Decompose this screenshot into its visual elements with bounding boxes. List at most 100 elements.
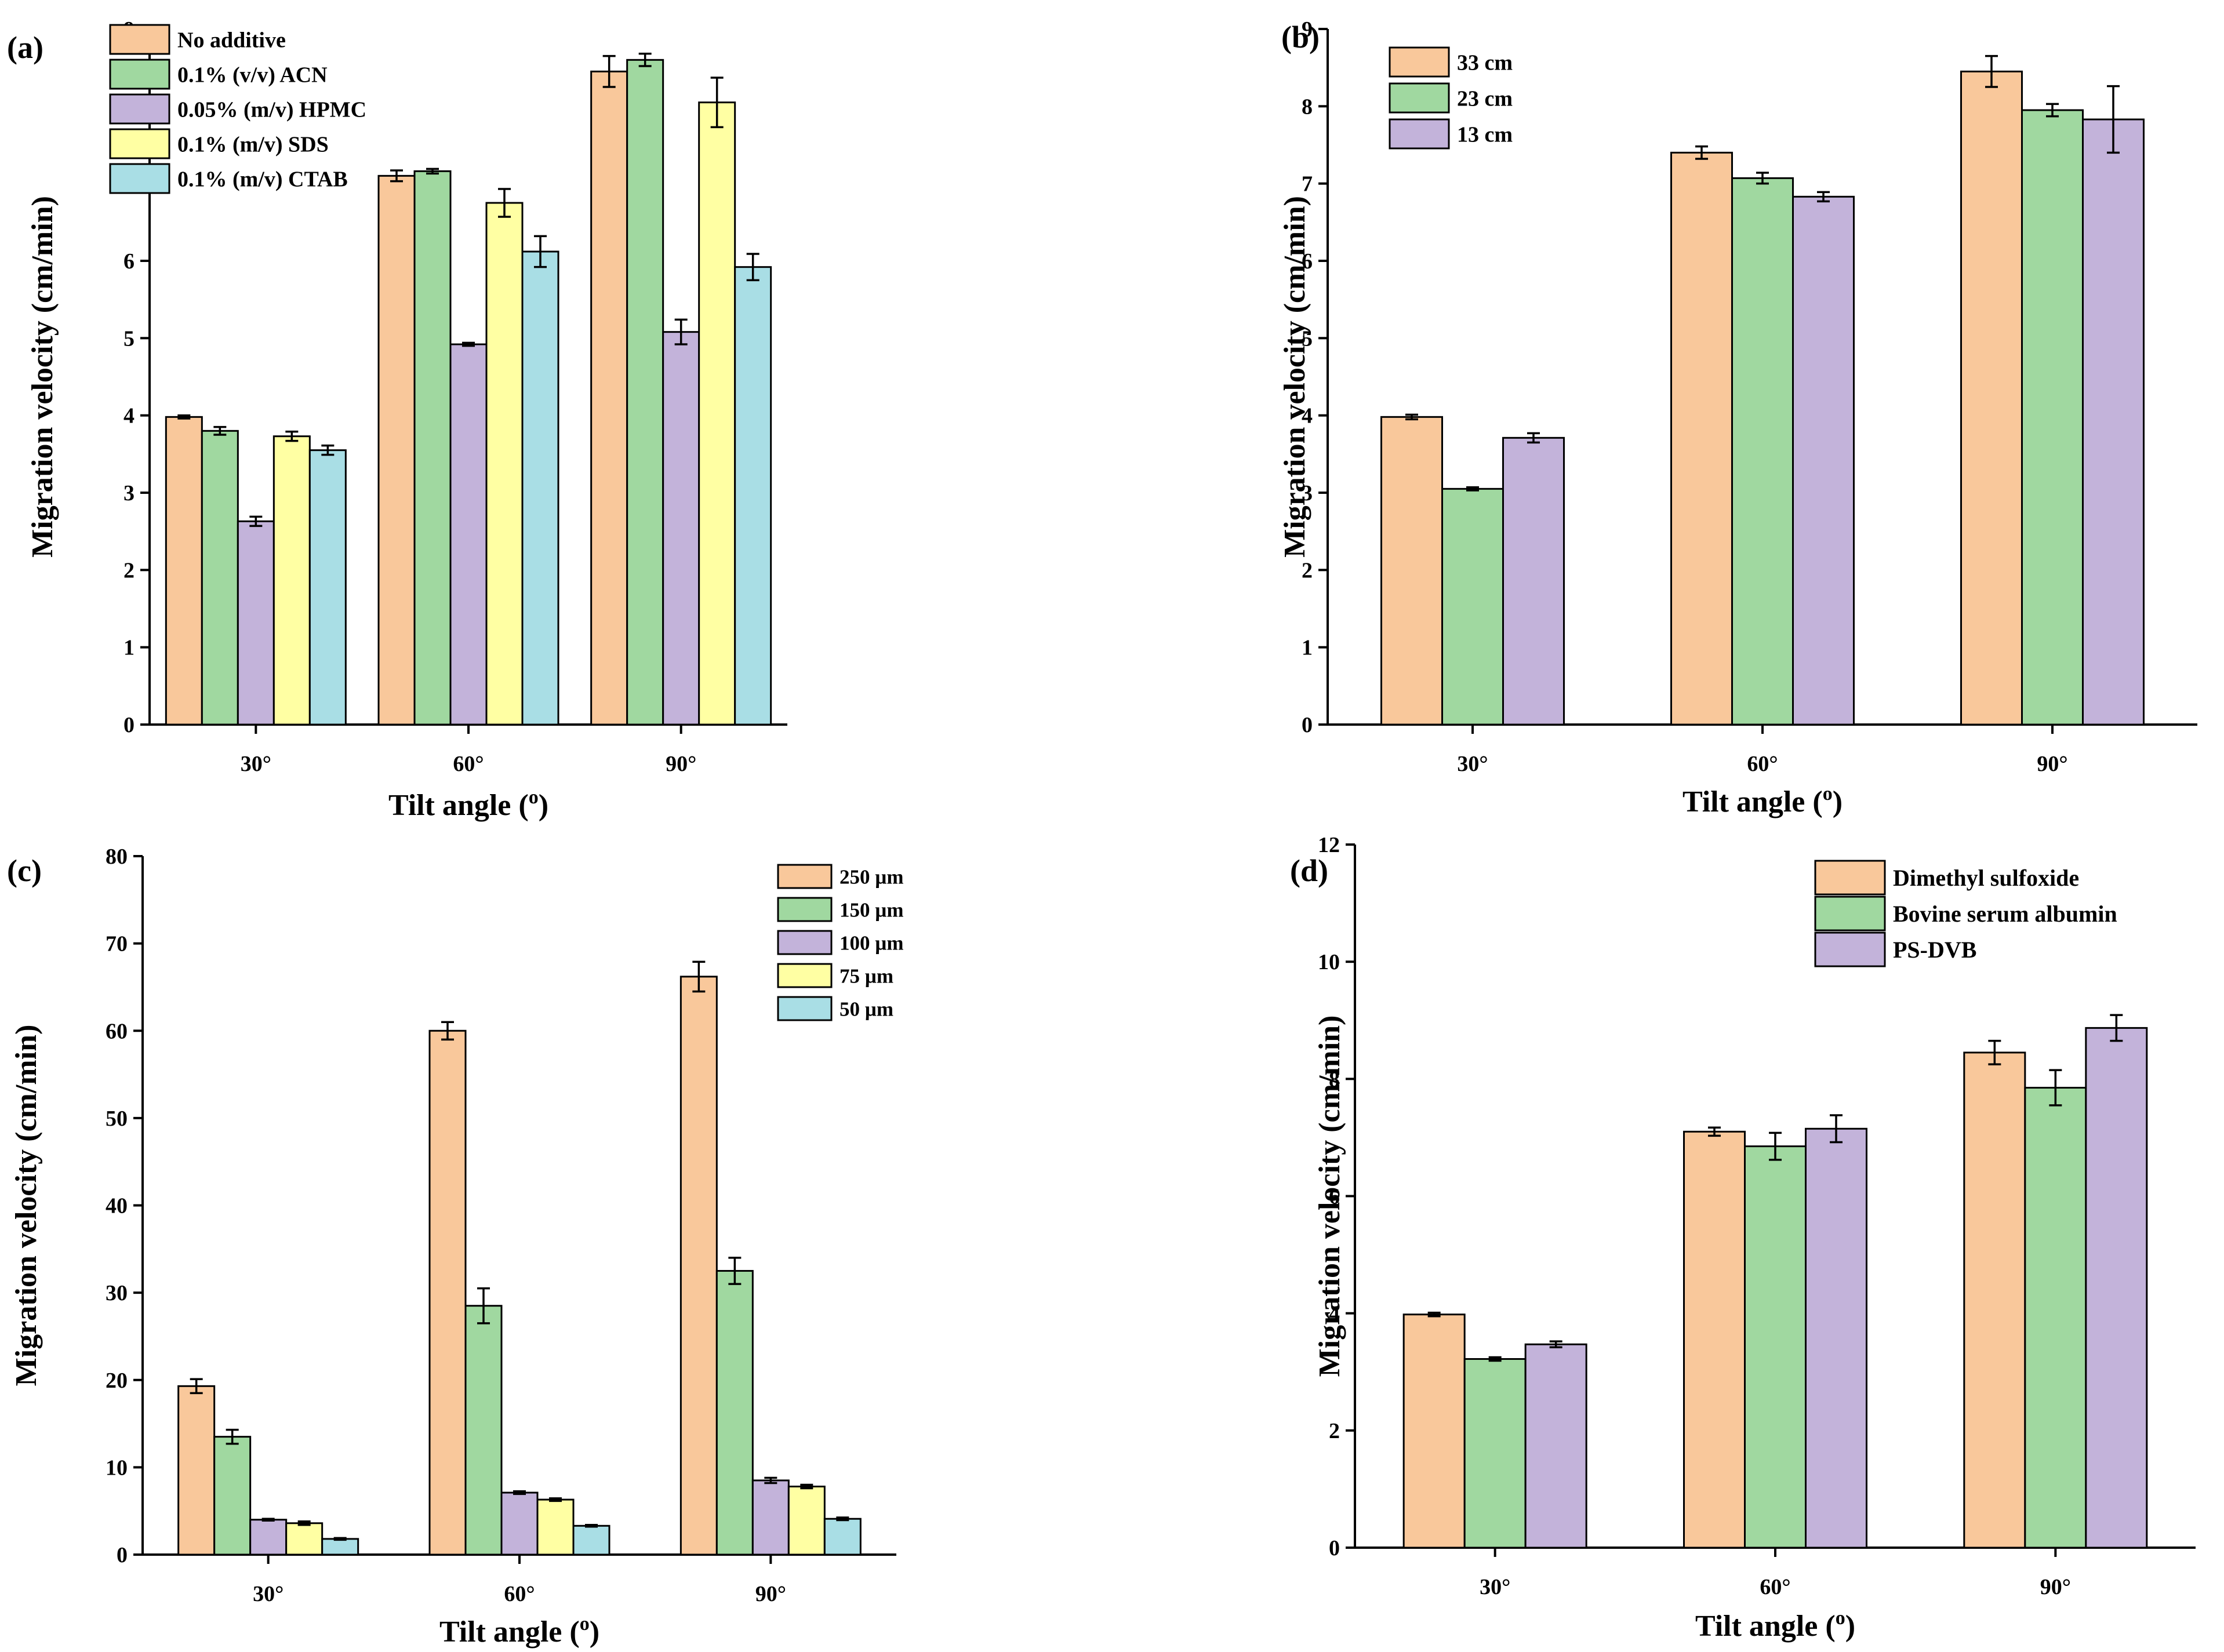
bar <box>1792 195 1855 726</box>
y-tick-label: 12 <box>1318 833 1340 857</box>
bar <box>1524 1343 1587 1549</box>
legend-swatch <box>1389 82 1450 114</box>
x-axis-title-main: Tilt angle ( <box>1695 1610 1836 1643</box>
bar <box>485 202 524 726</box>
legend-swatch <box>777 996 833 1021</box>
bar <box>1963 1051 2026 1549</box>
bar <box>536 1498 575 1556</box>
legend-swatch <box>777 963 833 988</box>
y-tick-label: 3 <box>123 481 135 505</box>
bar <box>413 170 452 726</box>
panel-d: (d) 0 2 4 6 8 10 12 30° 60° 90° Migration velocity … <box>1290 833 2196 1643</box>
y-tick-label: 7 <box>1302 172 1313 197</box>
legend-label: PS-DVB <box>1893 937 1976 963</box>
bar <box>285 1522 324 1556</box>
legend-swatch <box>109 59 170 90</box>
x-axis-title-close: ) <box>1833 785 1843 818</box>
bar <box>662 331 700 726</box>
y-tick-label: 2 <box>123 558 135 583</box>
bar <box>1670 151 1733 726</box>
x-axis-title-main: Tilt angle ( <box>388 789 529 822</box>
bar <box>249 1519 288 1556</box>
x-tick-label: 30° <box>241 752 271 776</box>
bar <box>590 70 628 726</box>
bar <box>1683 1130 1746 1549</box>
legend-label: Bovine serum albumin <box>1893 901 2117 927</box>
y-tick-label: 0 <box>1302 713 1313 737</box>
y-tick-label: 40 <box>106 1194 128 1218</box>
y-tick-label: 6 <box>1302 249 1313 274</box>
x-tick-label: 90° <box>666 752 696 776</box>
bar <box>377 174 416 726</box>
x-tick-label: 60° <box>453 752 484 776</box>
bar <box>1960 70 2023 726</box>
legend-label: 0.1% (m/v) SDS <box>177 132 329 157</box>
x-axis-title: Tilt angle (o) <box>388 787 548 822</box>
bar <box>321 1538 359 1556</box>
panel-c: (c) 0 10 20 30 40 50 60 70 80 30° 60° 90° Migration v… <box>7 845 904 1649</box>
x-tick-label: 30° <box>1457 752 1488 776</box>
bar <box>734 266 772 726</box>
y-tick-label: 50 <box>106 1107 128 1131</box>
y-tick-label: 5 <box>123 326 135 351</box>
x-axis-title-main: Tilt angle ( <box>1682 785 1823 818</box>
bar <box>715 1269 754 1556</box>
bar <box>1731 177 1794 726</box>
y-tick-label: 0 <box>123 713 135 737</box>
x-axis-title-main: Tilt angle ( <box>439 1615 580 1649</box>
y-tick-label: 3 <box>1302 481 1313 505</box>
x-tick-label: 60° <box>1760 1575 1790 1599</box>
bar <box>177 1385 216 1556</box>
y-tick-label: 10 <box>1318 950 1340 974</box>
y-tick-label: 4 <box>123 404 135 428</box>
bar <box>1502 436 1565 726</box>
bar <box>1380 416 1443 726</box>
bar <box>1441 487 1504 726</box>
bar <box>165 416 203 726</box>
bar <box>521 250 559 726</box>
bar <box>464 1305 503 1556</box>
x-axis-title: Tilt angle (o) <box>1682 783 1843 818</box>
legend-label: 150 µm <box>840 898 904 921</box>
bar <box>201 430 239 726</box>
legend-label: 0.1% (m/v) CTAB <box>177 167 348 191</box>
bar <box>2082 118 2145 726</box>
x-tick-label: 90° <box>755 1582 786 1606</box>
y-tick-label: 6 <box>1329 1185 1340 1209</box>
y-tick-label: 2 <box>1302 558 1313 583</box>
legend-swatch <box>1814 931 1886 967</box>
legend-swatch <box>1389 46 1450 78</box>
bar <box>698 101 736 726</box>
y-axis-title: Migration velocity (cm/min) <box>1278 196 1311 558</box>
x-axis-title: Tilt angle (o) <box>439 1613 599 1649</box>
x-axis-title-close: ) <box>1845 1610 1855 1643</box>
legend-label: 33 cm <box>1457 50 1513 75</box>
panel-b: (b) 0 1 2 3 4 5 6 7 8 9 30° 60° 90° Migration velocity… <box>1278 17 2197 818</box>
legend-label: 75 µm <box>840 965 893 987</box>
bar <box>1805 1127 1867 1549</box>
bar <box>679 976 718 1556</box>
bar <box>751 1479 790 1556</box>
y-tick-label: 8 <box>1329 1067 1340 1091</box>
y-tick-label: 1 <box>123 636 135 660</box>
x-axis-title-superscript: o <box>1836 1607 1845 1629</box>
y-tick-label: 30 <box>106 1281 128 1305</box>
legend-label: 13 cm <box>1457 122 1513 147</box>
x-axis-title-close: ) <box>539 789 548 822</box>
x-tick-label: 60° <box>504 1582 535 1606</box>
y-tick-label: 20 <box>106 1369 128 1393</box>
bar <box>213 1436 252 1556</box>
x-axis-title-superscript: o <box>1823 783 1833 805</box>
bar <box>2085 1027 2148 1549</box>
x-tick-label: 60° <box>1747 752 1778 776</box>
y-tick-label: 0 <box>1329 1536 1340 1560</box>
x-axis-title-superscript: o <box>580 1613 590 1635</box>
legend-label: 23 cm <box>1457 86 1513 111</box>
panel-label: (d) <box>1290 853 1328 888</box>
legend-swatch <box>1814 860 1886 896</box>
y-tick-label: 9 <box>1302 17 1313 42</box>
x-tick-label: 90° <box>2040 1575 2071 1599</box>
